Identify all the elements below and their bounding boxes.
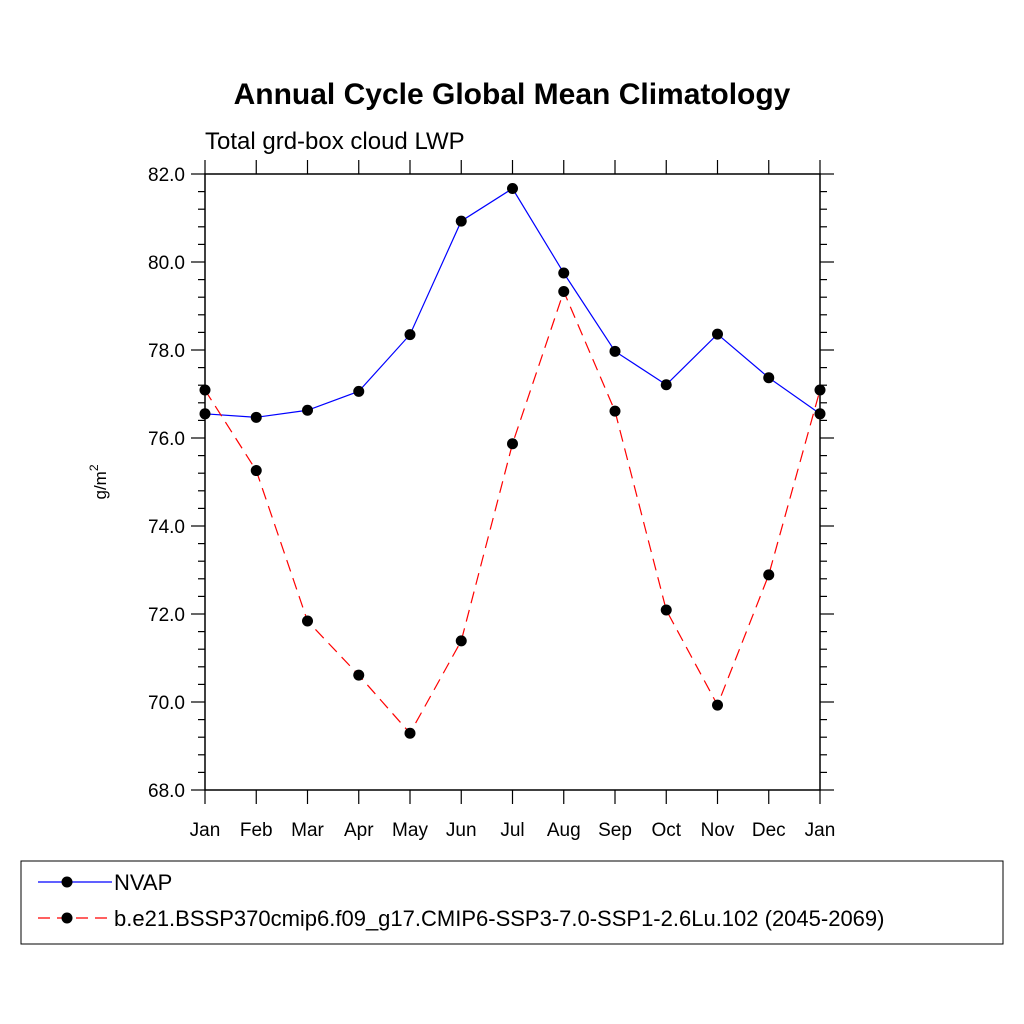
legend-label: NVAP — [114, 870, 172, 895]
data-point — [455, 215, 467, 227]
data-point — [353, 669, 365, 681]
data-point — [507, 183, 518, 195]
y-tick-label: 70.0 — [148, 693, 185, 714]
data-point — [712, 699, 723, 711]
data-point — [660, 604, 672, 616]
data-point — [302, 615, 313, 627]
y-tick-labels: 68.0 70.0 72.0 74.0 76.0 78.0 80.0 82.0 — [148, 165, 185, 802]
x-tick-label: Apr — [344, 820, 374, 841]
y-axis-label-superscript: 2 — [87, 464, 101, 471]
chart-title: Annual Cycle Global Mean Climatology — [234, 78, 791, 111]
y-tick-label: 72.0 — [148, 605, 185, 626]
data-point — [404, 727, 416, 739]
x-tick-labels: Jan Feb Mar Apr May Jun Jul Aug Sep Oct Nov Dec Jan — [190, 820, 836, 841]
legend-items: NVAP b.e21.BSSP370cmip6.f09_g17.CMIP6-SSP… — [38, 870, 884, 931]
x-tick-label: Feb — [240, 820, 273, 841]
data-point — [763, 569, 775, 581]
y-axis-label: g/m2 — [87, 464, 110, 499]
y-tick-label: 78.0 — [148, 341, 185, 362]
legend-label: b.e21.BSSP370cmip6.f09_g17.CMIP6-SSP3-7.… — [114, 906, 884, 931]
data-point — [353, 385, 365, 397]
legend: NVAP b.e21.BSSP370cmip6.f09_g17.CMIP6-SSP… — [20, 860, 1004, 945]
x-tick-label: Jan — [190, 820, 221, 841]
x-tick-label: May — [392, 820, 428, 841]
x-tick-label: Aug — [547, 820, 581, 841]
x-tick-label: Jul — [500, 820, 524, 841]
x-tick-label: Jun — [446, 820, 477, 841]
data-point — [558, 285, 570, 297]
y-tick-label: 80.0 — [148, 253, 185, 274]
data-point — [250, 465, 262, 477]
series-1 — [199, 183, 826, 423]
x-tick-label: Mar — [291, 820, 324, 841]
plot-frame — [204, 173, 821, 791]
data-point — [404, 329, 416, 341]
x-tick-label: Jan — [805, 820, 836, 841]
series-2 — [199, 285, 826, 739]
data-point — [660, 379, 672, 391]
data-point — [302, 404, 313, 416]
series-layer — [199, 183, 826, 739]
data-point — [814, 408, 826, 420]
axis-ticks — [191, 160, 834, 804]
legend-item: NVAP — [38, 870, 172, 895]
data-point — [455, 635, 467, 647]
data-point — [763, 372, 775, 384]
data-point — [814, 384, 826, 396]
y-tick-label: 82.0 — [148, 165, 185, 186]
x-tick-label: Dec — [752, 820, 786, 841]
chart-subtitle: Total grd-box cloud LWP — [205, 128, 465, 155]
y-tick-label: 74.0 — [148, 517, 185, 538]
data-point — [558, 267, 570, 279]
data-point — [609, 405, 621, 417]
y-tick-label: 76.0 — [148, 429, 185, 450]
x-tick-label: Sep — [598, 820, 632, 841]
svg-text:g/m2: g/m2 — [87, 464, 110, 499]
data-point — [199, 384, 211, 396]
legend-box — [20, 860, 1004, 945]
data-point — [712, 328, 723, 340]
legend-marker — [61, 912, 73, 924]
series-line — [204, 289, 821, 735]
data-point — [250, 411, 262, 423]
y-axis-label-text: g/m — [91, 471, 110, 499]
legend-marker — [61, 876, 73, 888]
data-point — [609, 345, 621, 357]
data-point — [507, 438, 518, 450]
x-tick-label: Oct — [651, 820, 681, 841]
y-tick-label: 68.0 — [148, 781, 185, 802]
data-point — [199, 408, 211, 420]
x-tick-label: Nov — [701, 820, 735, 841]
series-line — [204, 187, 821, 418]
legend-item: b.e21.BSSP370cmip6.f09_g17.CMIP6-SSP3-7.… — [38, 906, 884, 931]
